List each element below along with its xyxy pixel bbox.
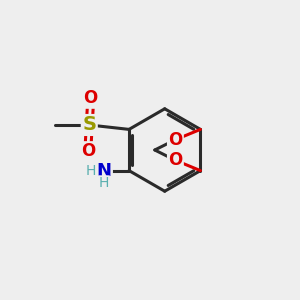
Text: O: O [81,142,95,160]
Text: O: O [84,89,98,107]
Text: O: O [168,131,182,149]
Text: H: H [85,164,96,178]
Text: S: S [82,116,96,134]
Text: O: O [168,151,182,169]
Text: H: H [99,176,109,190]
Text: N: N [97,162,112,180]
